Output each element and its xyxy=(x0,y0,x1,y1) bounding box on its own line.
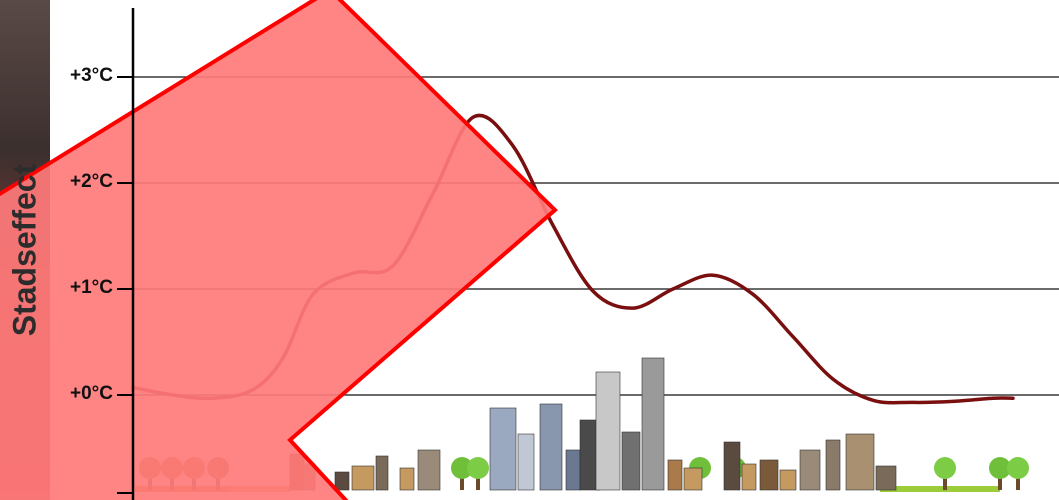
building xyxy=(334,471,350,491)
y-tick-label: +1°C xyxy=(70,277,113,298)
building xyxy=(539,403,563,491)
tree-trunk xyxy=(943,476,947,490)
building xyxy=(641,357,665,491)
y-tick-label: +2°C xyxy=(70,171,113,192)
building xyxy=(683,467,703,491)
building xyxy=(399,467,415,491)
building xyxy=(741,463,757,491)
y-tick-label: +0°C xyxy=(70,383,113,404)
building xyxy=(351,465,375,491)
tree-crown xyxy=(467,457,489,479)
building xyxy=(595,371,621,491)
tree-trunk xyxy=(998,476,1002,490)
building xyxy=(779,469,797,491)
building xyxy=(845,433,875,491)
building xyxy=(565,449,581,491)
ground-strip xyxy=(880,486,1000,492)
tree-trunk xyxy=(460,476,464,490)
y-tick-label: +3°C xyxy=(70,65,113,86)
building xyxy=(517,433,535,491)
tree-crown xyxy=(1007,457,1029,479)
building xyxy=(375,455,389,491)
building xyxy=(489,407,517,491)
tree-trunk xyxy=(476,476,480,490)
building xyxy=(667,459,683,491)
tree-crown xyxy=(451,457,473,479)
tree-crown xyxy=(989,457,1011,479)
y-axis-label: Stadseffect xyxy=(6,163,43,337)
building xyxy=(825,439,841,491)
y-axis xyxy=(117,8,135,500)
tree-trunk xyxy=(1016,476,1020,490)
tree-crown xyxy=(934,457,956,479)
highlight-shape xyxy=(0,0,558,500)
building xyxy=(417,449,441,491)
building xyxy=(759,459,779,491)
red-highlight-overlay xyxy=(0,0,558,500)
y-axis-label-box: Stadseffect xyxy=(0,0,50,500)
building xyxy=(621,431,641,491)
building xyxy=(799,449,821,491)
building xyxy=(875,465,897,491)
building xyxy=(723,441,741,491)
